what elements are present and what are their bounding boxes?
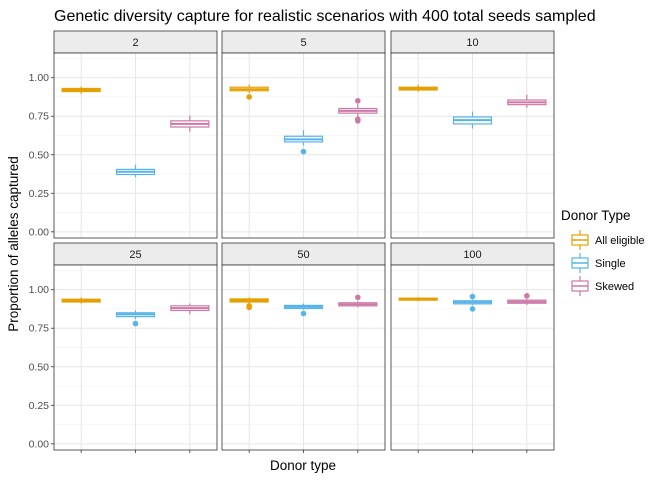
- outlier-point: [524, 293, 530, 299]
- box-single: [283, 130, 324, 155]
- legend-item-single: Single: [571, 253, 626, 273]
- y-tick-label: 1.00: [29, 72, 50, 84]
- box-skewed: [507, 94, 547, 108]
- panel-border: [221, 52, 386, 239]
- legend-title: Donor Type: [561, 208, 631, 223]
- outlier-point: [246, 303, 252, 309]
- y-tick-label: 0.50: [29, 149, 50, 161]
- box-skewed: [170, 303, 210, 315]
- box-skewed: [170, 115, 210, 132]
- facet-panel-5: 5: [221, 30, 386, 239]
- facet-panel-50: 50: [221, 242, 386, 453]
- outlier-point: [469, 293, 476, 300]
- y-tick-label: 0.00: [29, 226, 50, 238]
- outlier-point: [355, 294, 361, 301]
- y-tick-label: 0.50: [29, 361, 50, 373]
- legend-item-skewed: Skewed: [571, 276, 634, 296]
- box-all-eligible: [229, 84, 269, 100]
- outlier-point: [246, 94, 252, 100]
- legend-item-all-eligible: All eligible: [571, 230, 645, 250]
- box-all-eligible: [398, 84, 438, 92]
- legend-label: All eligible: [595, 235, 645, 247]
- y-tick-label: 0.75: [29, 111, 50, 123]
- box-skewed: [507, 293, 547, 306]
- chart-title: Genetic diversity capture for realistic …: [54, 8, 596, 25]
- box-all-eligible: [61, 86, 101, 94]
- legend-label: Single: [595, 258, 626, 270]
- box-all-eligible: [398, 297, 438, 302]
- box-all-eligible: [61, 297, 101, 304]
- y-axis-title: Proportion of alleles captured: [6, 156, 21, 332]
- outlier-point: [300, 310, 307, 317]
- facet-label: 50: [297, 249, 309, 261]
- box-single: [452, 293, 493, 312]
- y-tick-label: 1.00: [29, 284, 50, 296]
- box-single: [283, 303, 324, 317]
- outlier-point: [469, 306, 476, 312]
- facet-panel-100: 100: [390, 242, 555, 453]
- box-all-eligible: [229, 297, 269, 311]
- facet-label: 5: [300, 37, 306, 49]
- facet-label: 100: [463, 249, 481, 261]
- x-axis-title: Donor type: [270, 458, 336, 473]
- facet-label: 2: [132, 37, 138, 49]
- facet-panel-2: 2 0.00 0.25 0.50 0.75 1.00: [29, 30, 218, 239]
- facet-panel-10: 10: [390, 30, 555, 239]
- box-single: [115, 310, 156, 327]
- facet-label: 10: [466, 37, 478, 49]
- box-skewed: [338, 97, 378, 124]
- outlier-point: [355, 97, 361, 104]
- outlier-point: [300, 148, 307, 155]
- y-tick-label: 0.00: [29, 438, 50, 450]
- box-single: [115, 164, 156, 178]
- legend: Donor Type All eligible Single Skewed: [561, 208, 645, 296]
- box-single: [452, 111, 493, 129]
- y-tick-label: 0.25: [29, 400, 50, 412]
- panel-border: [53, 52, 218, 239]
- legend-items: All eligible Single Skewed: [571, 230, 645, 296]
- y-tick-label: 0.75: [29, 323, 50, 335]
- box-skewed: [338, 294, 378, 308]
- y-tick-label: 0.25: [29, 188, 50, 200]
- facet-panel-25: 25 0.00 0.25 0.50 0.75 1.00: [29, 242, 218, 453]
- panel-border: [390, 52, 555, 239]
- outlier-point: [355, 116, 361, 123]
- outlier-point: [132, 320, 139, 327]
- facet-label: 25: [129, 249, 141, 261]
- legend-label: Skewed: [595, 281, 634, 293]
- facet-panels: 2 0.00 0.25 0.50 0.75 1.00 5 10 25 0.00 0.25 0.50 0.…: [29, 30, 555, 453]
